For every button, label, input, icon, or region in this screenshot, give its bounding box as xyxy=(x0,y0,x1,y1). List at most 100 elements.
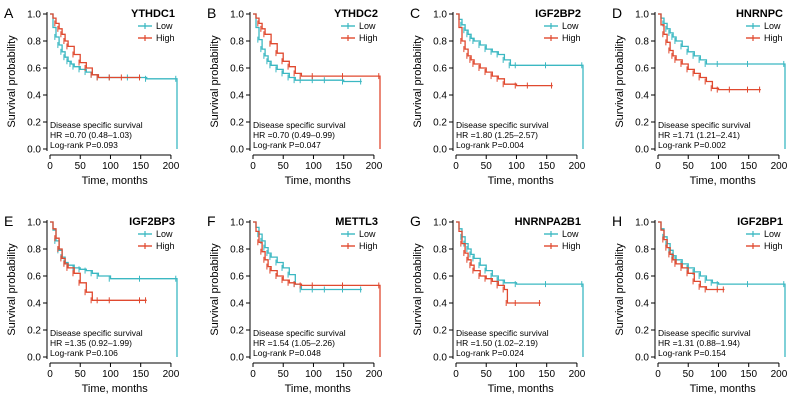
y-tick-label: 0.6 xyxy=(27,64,41,75)
x-tick-label: 200 xyxy=(163,161,180,172)
legend-label-high: High xyxy=(156,241,175,251)
y-tick-label: 0.4 xyxy=(27,299,41,310)
panel-letter: D xyxy=(612,5,622,21)
x-axis-label: Time, months xyxy=(488,383,555,395)
x-tick-label: 0 xyxy=(47,369,53,380)
y-axis-label: Survival probability xyxy=(209,243,221,336)
y-tick-label: 0.0 xyxy=(27,353,41,364)
y-axis-label: Survival probability xyxy=(6,35,18,128)
y-tick-label: 0.0 xyxy=(27,145,41,156)
stat-line-1: Disease specific survival xyxy=(50,120,143,130)
panel-title: IGF2BP1 xyxy=(737,216,783,228)
x-axis-label: Time, months xyxy=(285,175,352,187)
km-curve-high xyxy=(456,13,553,87)
x-axis-label: Time, months xyxy=(488,175,555,187)
x-tick-label: 200 xyxy=(771,369,788,380)
y-tick-label: 0.2 xyxy=(230,118,244,129)
x-tick-label: 100 xyxy=(710,161,727,172)
y-tick-label: 0.8 xyxy=(230,245,244,256)
km-panel-d: D 0.0 0.2 0.4 0.6 0.8 1.0 0 50 100 150 200 Time, mon… xyxy=(612,5,788,187)
km-curve-low xyxy=(658,13,786,149)
legend-label-high: High xyxy=(359,241,378,251)
y-tick-label: 1.0 xyxy=(433,10,447,21)
y-tick-label: 0.4 xyxy=(635,299,649,310)
panel-letter: A xyxy=(4,5,14,21)
y-tick-label: 0.0 xyxy=(635,145,649,156)
stat-line-2: HR =1.80 (1.25–2.57) xyxy=(456,130,538,140)
x-tick-label: 50 xyxy=(481,369,493,380)
legend-label-high: High xyxy=(156,33,175,43)
panel-letter: H xyxy=(612,213,622,229)
km-curve-high xyxy=(50,13,141,79)
x-tick-label: 150 xyxy=(335,369,352,380)
y-tick-label: 1.0 xyxy=(27,218,41,229)
x-tick-label: 50 xyxy=(683,161,695,172)
y-axis-label: Survival probability xyxy=(412,35,424,128)
y-tick-label: 0.2 xyxy=(230,326,244,337)
stat-line-2: HR =1.71 (1.21–2.41) xyxy=(658,130,740,140)
x-tick-label: 200 xyxy=(163,369,180,380)
x-tick-label: 100 xyxy=(305,161,322,172)
x-tick-label: 0 xyxy=(250,369,256,380)
y-tick-label: 1.0 xyxy=(635,10,649,21)
legend-label-low: Low xyxy=(359,21,376,31)
panel-title: YTHDC2 xyxy=(334,8,378,20)
stat-line-2: HR =1.35 (0.92–1.99) xyxy=(50,338,132,348)
x-axis-label: Time, months xyxy=(82,383,149,395)
stat-line-1: Disease specific survival xyxy=(253,328,346,338)
y-tick-label: 0.8 xyxy=(635,245,649,256)
legend-label-low: Low xyxy=(562,21,579,31)
y-tick-label: 0.8 xyxy=(635,37,649,48)
y-tick-label: 0.6 xyxy=(433,64,447,75)
stat-line-1: Disease specific survival xyxy=(456,328,549,338)
panel-title: IGF2BP3 xyxy=(129,216,175,228)
legend-label-low: Low xyxy=(359,229,376,239)
legend-label-low: Low xyxy=(562,229,579,239)
stat-line-3: Log-rank P=0.004 xyxy=(456,140,524,150)
x-tick-label: 50 xyxy=(75,161,87,172)
km-panel-b: B 0.0 0.2 0.4 0.6 0.8 1.0 0 50 100 150 200 Time, mon… xyxy=(207,5,383,187)
y-tick-label: 0.2 xyxy=(433,118,447,129)
stat-line-2: HR =0.70 (0.48–1.03) xyxy=(50,130,132,140)
y-tick-label: 0.2 xyxy=(27,326,41,337)
y-tick-label: 0.4 xyxy=(230,91,244,102)
x-tick-label: 0 xyxy=(655,369,661,380)
stat-line-1: Disease specific survival xyxy=(253,120,346,130)
y-axis-label: Survival probability xyxy=(412,243,424,336)
panel-title: HNRNPC xyxy=(736,8,783,20)
x-tick-label: 100 xyxy=(710,369,727,380)
x-tick-label: 200 xyxy=(569,161,586,172)
x-tick-label: 100 xyxy=(508,161,525,172)
y-tick-label: 1.0 xyxy=(635,218,649,229)
y-tick-label: 0.4 xyxy=(433,299,447,310)
stat-line-1: Disease specific survival xyxy=(456,120,549,130)
x-tick-label: 100 xyxy=(102,369,119,380)
km-panel-e: E 0.0 0.2 0.4 0.6 0.8 1.0 0 50 100 150 200 Time, mon… xyxy=(4,213,180,395)
panel-letter: F xyxy=(207,213,216,229)
legend-label-high: High xyxy=(562,33,581,43)
y-tick-label: 0.2 xyxy=(635,326,649,337)
y-tick-label: 0.0 xyxy=(433,353,447,364)
y-tick-label: 1.0 xyxy=(433,218,447,229)
x-tick-label: 200 xyxy=(771,161,788,172)
y-axis-label: Survival probability xyxy=(209,35,221,128)
stat-line-3: Log-rank P=0.024 xyxy=(456,348,524,358)
stat-line-2: HR =1.54 (1.05–2.26) xyxy=(253,338,335,348)
y-tick-label: 0.2 xyxy=(635,118,649,129)
x-axis-label: Time, months xyxy=(285,383,352,395)
x-axis-label: Time, months xyxy=(82,175,149,187)
x-tick-label: 0 xyxy=(47,161,53,172)
km-panel-g: G 0.0 0.2 0.4 0.6 0.8 1.0 0 50 100 150 200 Time, mon… xyxy=(410,213,586,395)
y-axis-label: Survival probability xyxy=(614,243,626,336)
km-curve-low xyxy=(456,221,584,357)
km-curve-high xyxy=(253,221,381,357)
x-tick-label: 100 xyxy=(508,369,525,380)
stat-line-2: HR =1.50 (1.02–2.19) xyxy=(456,338,538,348)
x-tick-label: 50 xyxy=(683,369,695,380)
y-tick-label: 0.0 xyxy=(230,145,244,156)
x-tick-label: 150 xyxy=(740,161,757,172)
legend-label-low: Low xyxy=(156,21,173,31)
panel-letter: B xyxy=(207,5,216,21)
y-tick-label: 1.0 xyxy=(230,218,244,229)
